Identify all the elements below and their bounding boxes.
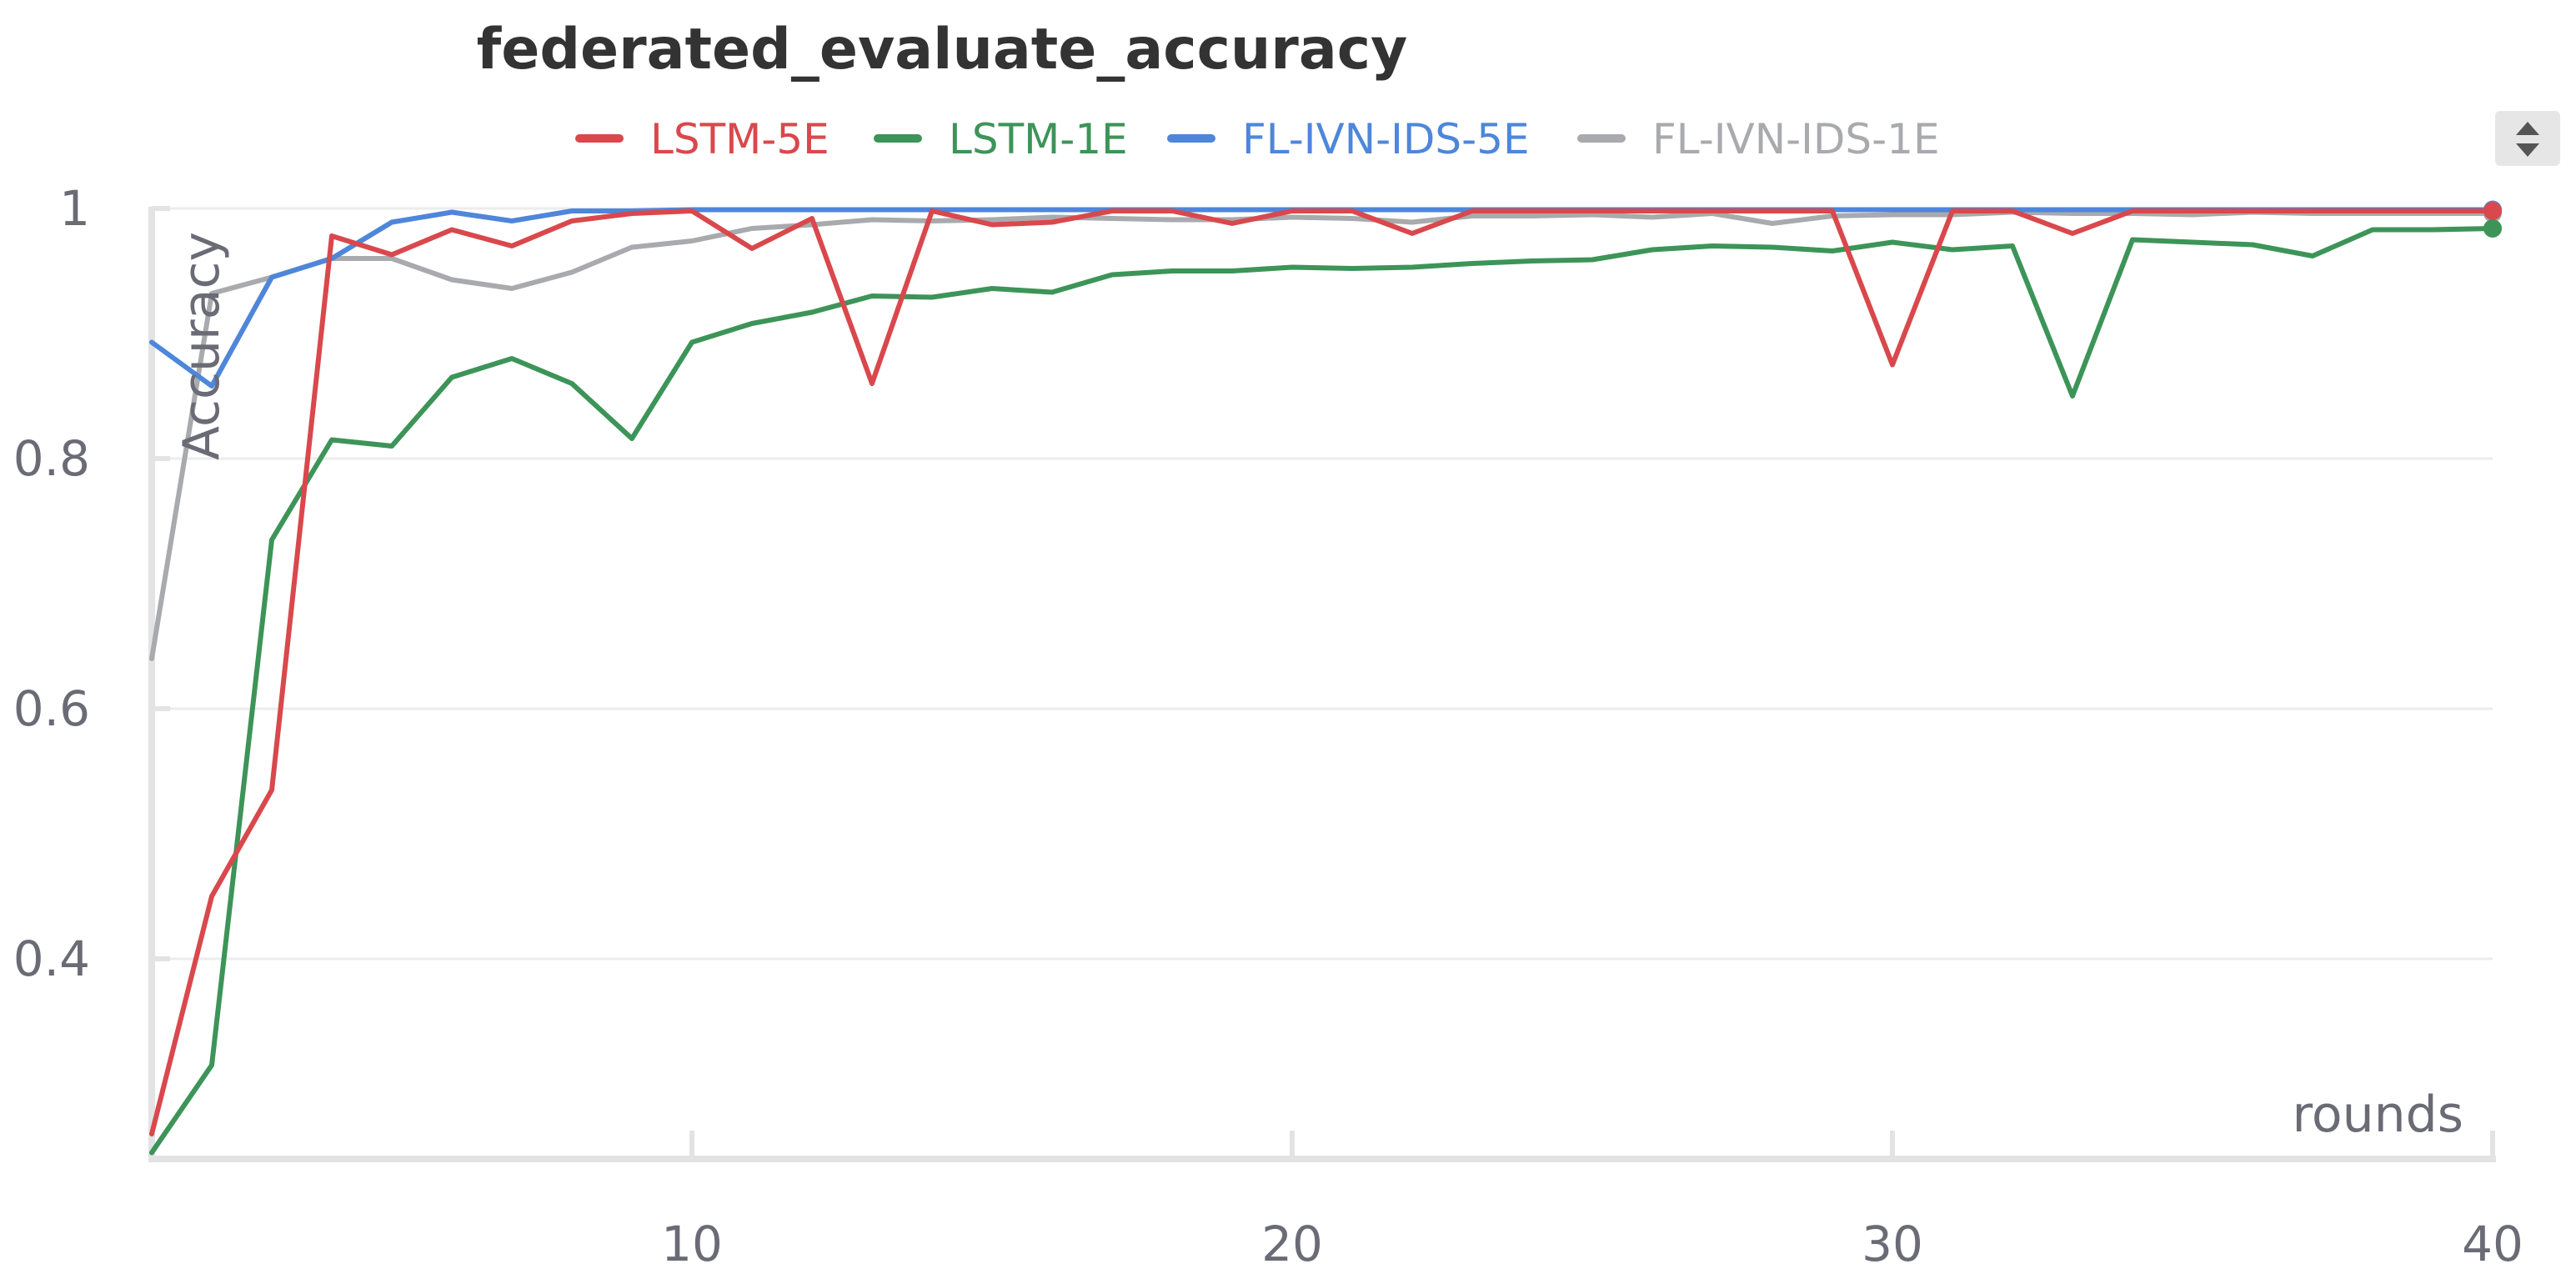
legend-label-2: FL-IVN-IDS-5E: [1242, 115, 1530, 163]
axes: [148, 207, 2496, 1159]
gridlines: [152, 208, 2493, 959]
series-line-0: [152, 211, 2493, 1134]
y-axis-label: Accuracy: [173, 232, 231, 460]
legend-label-0: LSTM-5E: [650, 115, 829, 163]
legend-item-1[interactable]: LSTM-1E: [878, 115, 1128, 163]
chart-menu-icon[interactable]: [2495, 111, 2560, 166]
x-tick-labels: 10 20 30 40: [661, 1131, 2523, 1272]
x-axis-label: rounds: [2293, 1086, 2463, 1144]
legend-label-3: FL-IVN-IDS-1E: [1652, 115, 1940, 163]
legend-item-0[interactable]: LSTM-5E: [579, 115, 829, 163]
y-tick-label-2: 0.8: [13, 430, 90, 487]
x-tick-label-0: 10: [661, 1216, 723, 1272]
series-endpoint-1: [2483, 219, 2502, 238]
x-tick-label-3: 40: [2462, 1216, 2523, 1272]
y-tick-label-3: 1: [59, 180, 90, 237]
x-tick-label-2: 30: [1862, 1216, 1923, 1272]
series-line-3: [152, 213, 2493, 660]
legend-item-3[interactable]: FL-IVN-IDS-1E: [1581, 115, 1940, 163]
x-tick-label-1: 20: [1261, 1216, 1323, 1272]
series-endpoints: [2483, 201, 2502, 238]
y-tick-label-0: 0.4: [13, 930, 90, 987]
series-endpoint-0: [2483, 202, 2502, 220]
legend-item-2[interactable]: FL-IVN-IDS-5E: [1171, 115, 1530, 163]
legend: LSTM-5E LSTM-1E FL-IVN-IDS-5E FL-IVN-IDS-1E: [579, 115, 1940, 163]
y-tick-label-1: 0.6: [13, 680, 90, 737]
chart-title: federated_evaluate_accuracy: [477, 17, 1408, 83]
legend-label-1: LSTM-1E: [949, 115, 1128, 163]
y-tick-labels: 0.4 0.6 0.8 1: [13, 180, 170, 987]
series-line-1: [152, 228, 2493, 1153]
series-lines: [152, 210, 2493, 1153]
